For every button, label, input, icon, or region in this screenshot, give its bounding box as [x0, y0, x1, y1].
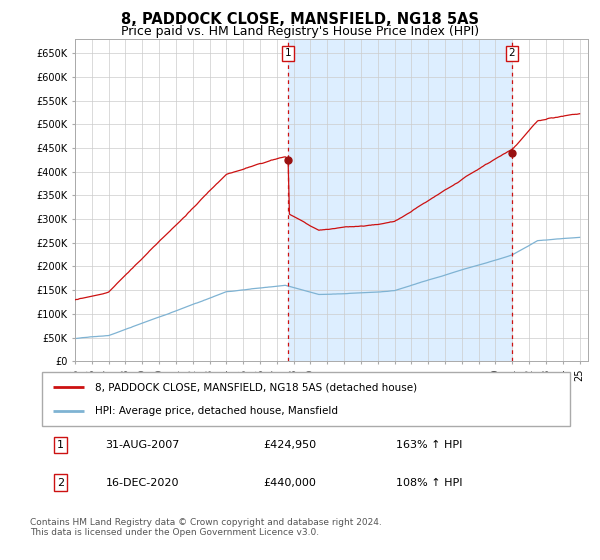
Text: Contains HM Land Registry data © Crown copyright and database right 2024.
This d: Contains HM Land Registry data © Crown c…: [30, 518, 382, 538]
Text: 163% ↑ HPI: 163% ↑ HPI: [396, 440, 462, 450]
Text: HPI: Average price, detached house, Mansfield: HPI: Average price, detached house, Mans…: [95, 405, 338, 416]
Bar: [288, 39, 512, 361]
Text: £424,950: £424,950: [264, 440, 317, 450]
Text: 1: 1: [285, 48, 292, 58]
Text: 108% ↑ HPI: 108% ↑ HPI: [396, 478, 462, 488]
Text: 8, PADDOCK CLOSE, MANSFIELD, NG18 5AS (detached house): 8, PADDOCK CLOSE, MANSFIELD, NG18 5AS (d…: [95, 382, 417, 393]
FancyBboxPatch shape: [42, 372, 570, 426]
Text: 2: 2: [508, 48, 515, 58]
Text: 16-DEC-2020: 16-DEC-2020: [106, 478, 179, 488]
Text: 8, PADDOCK CLOSE, MANSFIELD, NG18 5AS: 8, PADDOCK CLOSE, MANSFIELD, NG18 5AS: [121, 12, 479, 27]
Text: 1: 1: [57, 440, 64, 450]
Text: 31-AUG-2007: 31-AUG-2007: [106, 440, 180, 450]
Text: £440,000: £440,000: [264, 478, 317, 488]
Text: Price paid vs. HM Land Registry's House Price Index (HPI): Price paid vs. HM Land Registry's House …: [121, 25, 479, 38]
Text: 2: 2: [57, 478, 64, 488]
